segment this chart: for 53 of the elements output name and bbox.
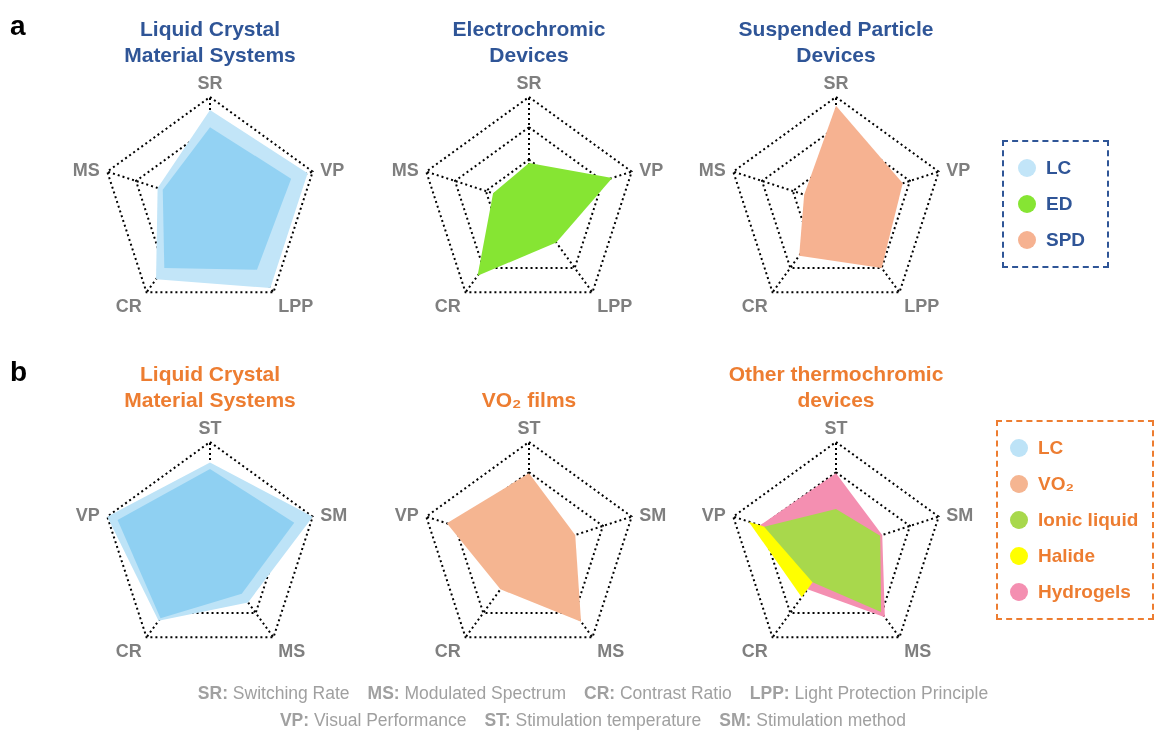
spoke-label: SM [320, 504, 348, 525]
spoke-label: LPP [597, 295, 633, 316]
chart-title: Liquid Crystal Material Systems [123, 361, 297, 413]
spoke-label: CR [434, 295, 461, 316]
spoke-label: VP [946, 159, 971, 180]
spoke-label: MS [278, 640, 306, 661]
spoke-label: CR [741, 295, 768, 316]
spoke-label: SM [946, 504, 974, 525]
chart-title: VO₂ films [480, 387, 578, 413]
spoke-label: CR [115, 295, 142, 316]
spoke-label: MS [72, 159, 100, 180]
spoke-label: CR [741, 640, 768, 661]
text: a [10, 10, 26, 42]
legend-label: Halide [1038, 545, 1096, 567]
legend-label: ED [1046, 193, 1073, 215]
spoke-label: ST [517, 418, 541, 438]
spoke-label: MS [391, 159, 419, 180]
spoke-label: MS [698, 159, 726, 180]
legend-label: SPD [1046, 229, 1086, 251]
text: MS: Modulated Spectrum [367, 682, 566, 705]
spoke-label: LPP [278, 295, 314, 316]
text: SM: Stimulation method [719, 709, 907, 732]
spoke-label: CR [434, 640, 461, 661]
spoke-label: VP [639, 159, 664, 180]
text: b [10, 356, 28, 388]
spoke-label: MS [597, 640, 625, 661]
spoke-label: VP [701, 504, 726, 525]
spoke-label: CR [115, 640, 142, 661]
legend-label: Hydrogels [1038, 581, 1131, 603]
spoke-label: SR [823, 73, 849, 93]
chart-title: Electrochromic Devices [451, 16, 607, 68]
spoke-label: SR [516, 73, 542, 93]
spoke-label: ST [198, 418, 222, 438]
spoke-label: LPP [904, 295, 940, 316]
chart-title: Liquid Crystal Material Systems [123, 16, 297, 68]
legend-label: LC [1046, 157, 1072, 179]
spoke-label: ST [824, 418, 848, 438]
text: VP: Visual Performance [279, 709, 467, 732]
text: CR: Contrast Ratio [584, 682, 732, 705]
spoke-label: SR [197, 73, 223, 93]
spoke-label: VP [320, 159, 345, 180]
legend-label: VO₂ [1038, 473, 1074, 495]
spoke-label: MS [904, 640, 932, 661]
spoke-label: VP [75, 504, 100, 525]
spoke-label: SM [639, 504, 667, 525]
text: SR: Switching Rate [197, 682, 350, 705]
chart-title: Other thermochromic devices [727, 361, 945, 413]
legend-label: Ionic liquid [1038, 509, 1139, 531]
spoke-label: VP [394, 504, 419, 525]
text: ST: Stimulation temperature [484, 709, 702, 732]
legend-label: LC [1038, 437, 1064, 459]
chart-title: Suspended Particle Devices [737, 16, 935, 68]
text: LPP: Light Protection Principle [749, 682, 989, 705]
